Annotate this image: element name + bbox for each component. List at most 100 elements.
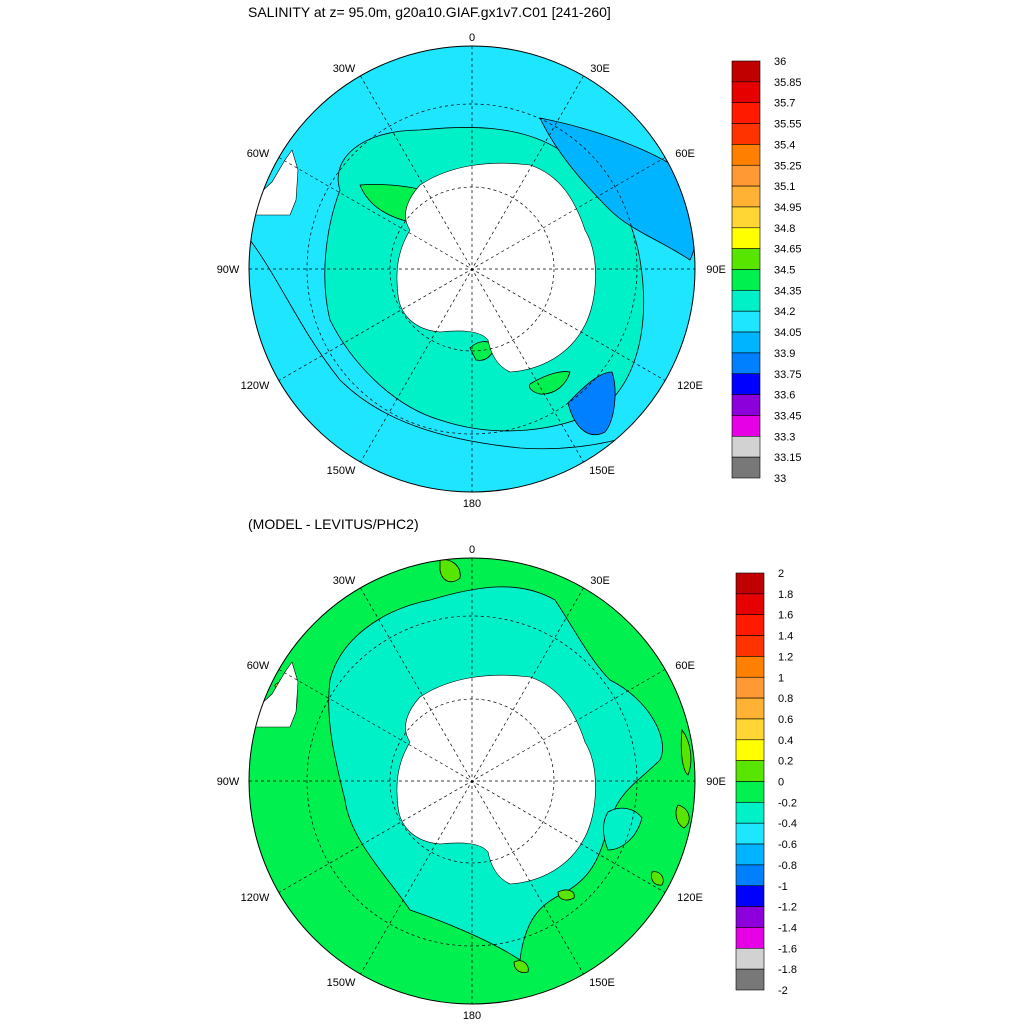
bottom-patch-0.2-e	[680, 728, 692, 776]
top-lon-label: 150E	[589, 465, 615, 477]
colorbar-swatch	[735, 885, 765, 907]
colorbar-label: 33.6	[774, 390, 795, 402]
bottom-lon-label: 0	[469, 544, 475, 556]
colorbar-swatch	[735, 739, 765, 761]
colorbar-swatch	[731, 60, 761, 83]
colorbar-swatch	[735, 843, 765, 866]
colorbar-swatch	[731, 248, 761, 270]
colorbar-label: 35.85	[774, 77, 802, 89]
top-lon-label: 30E	[590, 63, 610, 75]
bottom-lon-label: 90E	[706, 776, 726, 788]
colorbar-swatch	[735, 822, 765, 845]
top-colorbar: 36 35.85 35.7 35.55 35.4 35.25 35.1 34.95 34.8 34…	[731, 56, 802, 485]
colorbar-label: 2	[778, 568, 784, 580]
colorbar-label: 1	[778, 672, 784, 684]
bottom-map	[249, 558, 695, 1004]
top-contour-outer	[249, 239, 691, 450]
top-lon-label: 90E	[706, 264, 726, 276]
top-patch-34.05-east	[539, 117, 695, 261]
top-patch-34.5-ross-east	[529, 371, 571, 395]
colorbar-label: 33	[774, 473, 786, 485]
colorbar-swatch	[731, 123, 761, 145]
colorbar-swatch	[731, 415, 761, 437]
colorbar-label: 34.65	[774, 244, 802, 256]
colorbar-label: 33.45	[774, 410, 802, 422]
colorbar-label: 1.2	[778, 651, 793, 663]
colorbar-label: 0.4	[778, 735, 793, 747]
top-panel: SALINITY at z= 95.0m, g20a10.GIAF.gx1v7.…	[217, 4, 802, 510]
colorbar-label: 33.75	[774, 369, 802, 381]
bottom-lon-labels: 0 30E 60E 90E 120E 150E 180 150W 120W 90…	[217, 544, 726, 1022]
colorbar-label: 1.4	[778, 631, 793, 643]
bottom-antarctica	[396, 674, 596, 885]
colorbar-label: 33.3	[774, 431, 795, 443]
colorbar-label: 35.25	[774, 160, 802, 172]
colorbar-swatch	[731, 456, 761, 479]
colorbar-swatch	[735, 968, 765, 991]
colorbar-swatch	[735, 906, 765, 928]
top-title: SALINITY at z= 95.0m, g20a10.GIAF.gx1v7.…	[248, 4, 611, 20]
top-graticule	[249, 46, 695, 492]
colorbar-label: 0.6	[778, 714, 793, 726]
colorbar-label: -0.4	[778, 818, 797, 830]
colorbar-label: 33.15	[774, 452, 802, 464]
top-lon-label: 120W	[241, 380, 270, 392]
bottom-lon-label: 150W	[327, 977, 356, 989]
colorbar-label: 34.2	[774, 306, 795, 318]
top-lon-label: 60W	[247, 148, 270, 160]
bottom-title: (MODEL - LEVITUS/PHC2)	[248, 516, 419, 532]
bottom-lon-label: 120E	[677, 892, 703, 904]
top-lon-labels: 0 30E 60E 90E 120E 150E 180 150W 120W 90…	[217, 32, 726, 510]
colorbar-swatch	[735, 947, 765, 970]
colorbar-label: 35.4	[774, 139, 795, 151]
top-lon-label: 120E	[677, 380, 703, 392]
colorbar-swatch	[731, 394, 761, 416]
colorbar-label: 35.1	[774, 181, 795, 193]
colorbar-label: -1.2	[778, 902, 797, 914]
colorbar-swatch	[735, 614, 765, 636]
colorbar-label: -0.6	[778, 839, 797, 851]
colorbar-swatch	[731, 310, 761, 333]
colorbar-label: 34.8	[774, 223, 795, 235]
top-lon-label: 90W	[217, 264, 240, 276]
colorbar-label: 36	[774, 56, 786, 68]
colorbar-label: -0.8	[778, 860, 797, 872]
colorbar-swatch	[731, 269, 761, 291]
bottom-patch-0.2-e2	[675, 804, 690, 829]
colorbar-swatch	[731, 373, 761, 395]
colorbar-label: 34.5	[774, 265, 795, 277]
colorbar-label: 35.55	[774, 119, 802, 131]
bottom-panel: (MODEL - LEVITUS/PHC2)	[217, 516, 797, 1022]
colorbar-swatch	[731, 435, 761, 458]
colorbar-label: 34.95	[774, 202, 802, 214]
colorbar-swatch	[731, 227, 761, 249]
colorbar-label: 0.2	[778, 756, 793, 768]
bottom-lon-label: 180	[463, 1010, 481, 1022]
bottom-lon-label: 150E	[589, 977, 615, 989]
top-antarctica	[396, 162, 596, 373]
colorbar-label: -2	[778, 985, 788, 997]
colorbar-swatch	[735, 781, 765, 803]
colorbar-swatch	[731, 144, 761, 166]
colorbar-label: -0.2	[778, 797, 797, 809]
colorbar-label: -1	[778, 881, 788, 893]
top-lon-label: 150W	[327, 465, 356, 477]
colorbar-swatch	[731, 164, 761, 187]
top-lon-label: 0	[469, 32, 475, 44]
bottom-lon-label: 30W	[333, 575, 356, 587]
colorbar-label: 0	[778, 777, 784, 789]
colorbar-swatch	[731, 102, 761, 124]
top-map-border	[248, 45, 696, 493]
colorbar-label: -1.8	[778, 964, 797, 976]
colorbar-swatch	[735, 656, 765, 678]
bottom-patch-0.2-se2	[557, 889, 575, 901]
bottom-colorbar: 2 1.8 1.6 1.4 1.2 1 0.8 0.6 0.4 0.2 0 -0.2 -0.4 -0.6 -…	[735, 568, 797, 997]
colorbar-label: 35.7	[774, 98, 795, 110]
colorbar-swatch	[735, 697, 765, 720]
colorbar-label: 0.8	[778, 693, 793, 705]
colorbar-label: 1.6	[778, 610, 793, 622]
colorbar-swatch	[735, 802, 765, 824]
colorbar-swatch	[735, 718, 765, 741]
